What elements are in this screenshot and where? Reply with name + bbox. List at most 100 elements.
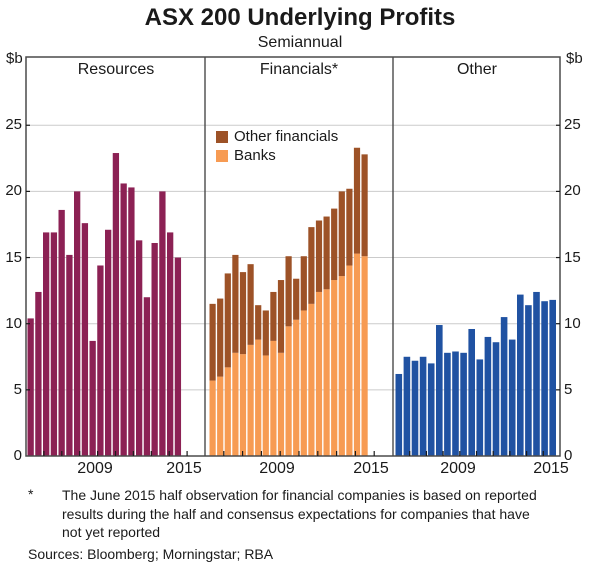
bar-resources: [159, 191, 166, 456]
y-axis-tick-label-left: 0: [13, 447, 22, 464]
bar-resources: [58, 209, 65, 456]
bar-banks: [293, 319, 300, 456]
footnote-marker: *: [28, 486, 34, 502]
bar-other-financials: [262, 310, 269, 356]
bar-banks: [300, 310, 307, 456]
panel-title-resources: Resources: [77, 61, 155, 78]
bar-other-financials: [361, 154, 368, 257]
bar-other: [492, 342, 500, 456]
bar-other-financials: [323, 216, 330, 290]
bar-other: [460, 352, 467, 456]
y-axis-tick-label-right: 10: [564, 314, 581, 332]
bar-banks: [338, 276, 345, 456]
bar-other-financials: [277, 280, 285, 353]
bar-other: [468, 328, 475, 456]
bar-resources: [50, 232, 58, 456]
plot-frame: [25, 56, 561, 457]
bar-resources: [128, 187, 135, 456]
bar-other-financials: [338, 191, 345, 277]
bar-other-financials: [293, 278, 300, 320]
bar-banks: [224, 367, 231, 456]
chart-title: ASX 200 Underlying Profits: [144, 4, 456, 31]
bar-banks: [331, 280, 338, 456]
bar-banks: [232, 352, 239, 456]
bar-other: [436, 325, 443, 456]
y-axis-tick-label-left: 5: [13, 380, 22, 398]
chart-subtitle: Semiannual: [257, 34, 343, 51]
x-axis-year-label: 2015: [166, 460, 202, 477]
footnote-text: The June 2015 half observation for finan…: [62, 487, 537, 540]
y-axis-tick-label-left: 25: [5, 116, 22, 134]
bar-other-financials: [239, 272, 247, 355]
sources-line: Sources: Bloomberg; Morningstar; RBA: [28, 546, 274, 562]
panel-title-other: Other: [456, 61, 497, 78]
legend-item-banks: Banks: [216, 146, 338, 165]
bar-other: [403, 356, 411, 456]
bar-banks: [361, 256, 368, 456]
legend-item-other-financials: Other financials: [216, 127, 338, 146]
bar-resources: [105, 229, 112, 456]
y-axis-tick-label-right: 5: [564, 380, 573, 398]
bar-resources: [97, 265, 104, 456]
bar-banks: [285, 326, 292, 456]
bar-other-financials: [353, 147, 361, 254]
bar-other-financials: [300, 256, 307, 311]
legend-swatch-banks: [216, 149, 228, 162]
bar-resources: [151, 242, 158, 456]
bar-resources: [143, 297, 151, 456]
bar-banks: [255, 339, 262, 456]
legend-label-other-financials: Other financials: [234, 128, 339, 145]
bar-banks: [262, 355, 269, 456]
bar-other-financials: [247, 264, 254, 345]
bar-other-financials: [209, 303, 216, 381]
bar-banks: [270, 340, 277, 456]
bar-resources: [43, 232, 50, 456]
bar-other-financials: [224, 273, 231, 368]
bar-other: [517, 294, 524, 456]
bar-resources: [136, 240, 143, 456]
x-axis-year-label: 2009: [259, 460, 295, 477]
bar-other: [484, 336, 492, 456]
bar-other: [476, 359, 484, 456]
bar-other: [444, 352, 451, 456]
x-axis-year-label: 2009: [440, 460, 476, 477]
bar-other-financials: [331, 208, 338, 281]
bar-resources: [74, 191, 81, 456]
y-axis-unit-right: $b: [566, 50, 583, 67]
bar-resources: [120, 183, 127, 456]
y-axis-tick-label-right: 25: [564, 116, 581, 134]
bar-resources: [27, 318, 34, 456]
bar-other: [549, 299, 556, 456]
legend-label-banks: Banks: [234, 147, 276, 164]
legend-swatch-other-financials: [216, 130, 228, 143]
bar-other-financials: [315, 220, 323, 292]
bar-banks: [315, 291, 323, 456]
bar-other: [411, 360, 419, 456]
y-axis-tick-label-right: 0: [564, 447, 573, 464]
y-axis-tick-label-left: 20: [5, 182, 22, 200]
bar-other-financials: [270, 291, 277, 341]
bar-other: [541, 301, 548, 456]
bar-other: [525, 305, 532, 456]
bar-other: [395, 373, 403, 456]
bar-banks: [353, 253, 361, 456]
bar-banks: [277, 352, 285, 456]
bar-banks: [346, 265, 353, 456]
bar-other-financials: [217, 298, 224, 377]
bar-banks: [247, 344, 254, 456]
y-axis-unit-left: $b: [6, 50, 23, 67]
bar-resources: [81, 223, 89, 456]
y-axis-tick-label-right: 15: [564, 248, 581, 266]
bar-other: [452, 351, 459, 456]
bar-banks: [209, 380, 216, 456]
bar-other-financials: [255, 305, 262, 340]
y-axis-tick-label-right: 20: [564, 182, 581, 200]
bar-other: [508, 339, 516, 456]
bar-banks: [308, 303, 315, 456]
x-axis-year-label: 2015: [533, 460, 569, 477]
bar-banks: [217, 376, 224, 456]
bar-other: [419, 356, 427, 456]
bar-resources: [167, 232, 174, 456]
bar-other: [500, 317, 508, 456]
